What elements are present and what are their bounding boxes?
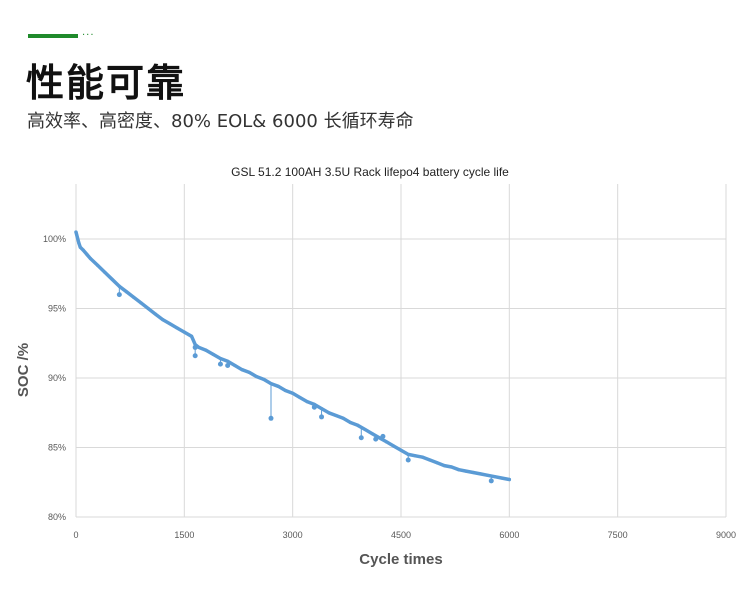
soc-data-point <box>327 411 330 414</box>
soc-data-point <box>399 449 402 452</box>
soc-data-point <box>74 230 77 233</box>
soc-data-point <box>414 454 417 457</box>
soc-data-point <box>147 307 150 310</box>
soc-data-point <box>443 464 446 467</box>
soc-data-point <box>241 368 244 371</box>
x-tick-label: 3000 <box>283 530 303 540</box>
soc-data-point <box>349 421 352 424</box>
soc-data-point <box>248 371 251 374</box>
soc-data-point <box>472 471 475 474</box>
y-tick-label: 90% <box>48 373 66 383</box>
soc-data-point <box>363 428 366 431</box>
soc-data-point <box>154 312 157 315</box>
soc-data-point <box>508 478 511 481</box>
outlier-point <box>489 478 494 483</box>
soc-data-point <box>77 242 80 245</box>
x-tick-label: 7500 <box>608 530 628 540</box>
soc-data-point <box>168 322 171 325</box>
outlier-point <box>406 458 411 463</box>
soc-data-point <box>450 465 453 468</box>
soc-data-point <box>233 364 236 367</box>
y-tick-label: 95% <box>48 304 66 314</box>
soc-data-point <box>385 440 388 443</box>
soc-data-point <box>334 414 337 417</box>
soc-data-point <box>421 456 424 459</box>
soc-data-point <box>277 385 280 388</box>
soc-data-point <box>76 236 79 239</box>
soc-data-point <box>464 470 467 473</box>
soc-data-point <box>96 264 99 267</box>
outlier-point <box>193 353 198 358</box>
x-axis-ticks: 0 1500 3000 4500 6000 7500 9000 <box>73 530 736 540</box>
soc-data-point <box>298 396 301 399</box>
x-tick-label: 6000 <box>499 530 519 540</box>
soc-data-point <box>161 318 164 321</box>
soc-data-point <box>342 417 345 420</box>
x-tick-label: 0 <box>73 530 78 540</box>
soc-data-point <box>103 271 106 274</box>
soc-data-point <box>306 400 309 403</box>
soc-data-point <box>79 246 82 249</box>
y-axis-ticks: 80% 85% 90% 95% 100% <box>43 234 66 522</box>
outlier-point <box>225 363 230 368</box>
outlier-point <box>319 414 324 419</box>
y-tick-label: 85% <box>48 443 66 453</box>
soc-data-point <box>132 296 135 299</box>
outlier-point <box>193 345 198 350</box>
soc-data-point <box>89 257 92 260</box>
soc-data-point <box>111 278 114 281</box>
outlier-point <box>117 292 122 297</box>
soc-data-point <box>392 445 395 448</box>
soc-data-point <box>371 432 374 435</box>
soc-data-point <box>493 475 496 478</box>
soc-data-point <box>436 461 439 464</box>
outlier-point <box>269 416 274 421</box>
soc-data-point <box>378 436 381 439</box>
soc-data-point <box>291 392 294 395</box>
soc-data-point <box>212 353 215 356</box>
soc-data-point <box>82 249 85 252</box>
outlier-point <box>359 435 364 440</box>
x-tick-label: 9000 <box>716 530 736 540</box>
y-tick-label: 100% <box>43 234 66 244</box>
soc-data-point <box>457 468 460 471</box>
soc-data-point <box>85 253 88 256</box>
soc-data-point <box>428 458 431 461</box>
soc-data-point <box>479 472 482 475</box>
soc-data-point <box>284 389 287 392</box>
y-tick-label: 80% <box>48 512 66 522</box>
soc-data-point <box>183 331 186 334</box>
x-tick-label: 1500 <box>174 530 194 540</box>
soc-data-point <box>139 301 142 304</box>
x-axis-title: Cycle times <box>359 551 442 568</box>
soc-data-point <box>356 424 359 427</box>
outlier-point <box>312 405 317 410</box>
outlier-point <box>218 362 223 367</box>
soc-data-point <box>262 378 265 381</box>
soc-data-point <box>204 349 207 352</box>
soc-data-point <box>255 375 258 378</box>
chart-title: GSL 51.2 100AH 3.5U Rack lifepo4 battery… <box>231 165 509 179</box>
soc-data-point <box>190 335 193 338</box>
soc-data-point <box>176 326 179 329</box>
soc-data-point <box>501 476 504 479</box>
outlier-point <box>380 434 385 439</box>
chart-grid <box>76 184 726 517</box>
x-tick-label: 4500 <box>391 530 411 540</box>
soc-data-point <box>125 290 128 293</box>
y-axis-title: SOC /% <box>15 343 32 397</box>
outlier-point <box>373 437 378 442</box>
soc-data-point <box>486 474 489 477</box>
